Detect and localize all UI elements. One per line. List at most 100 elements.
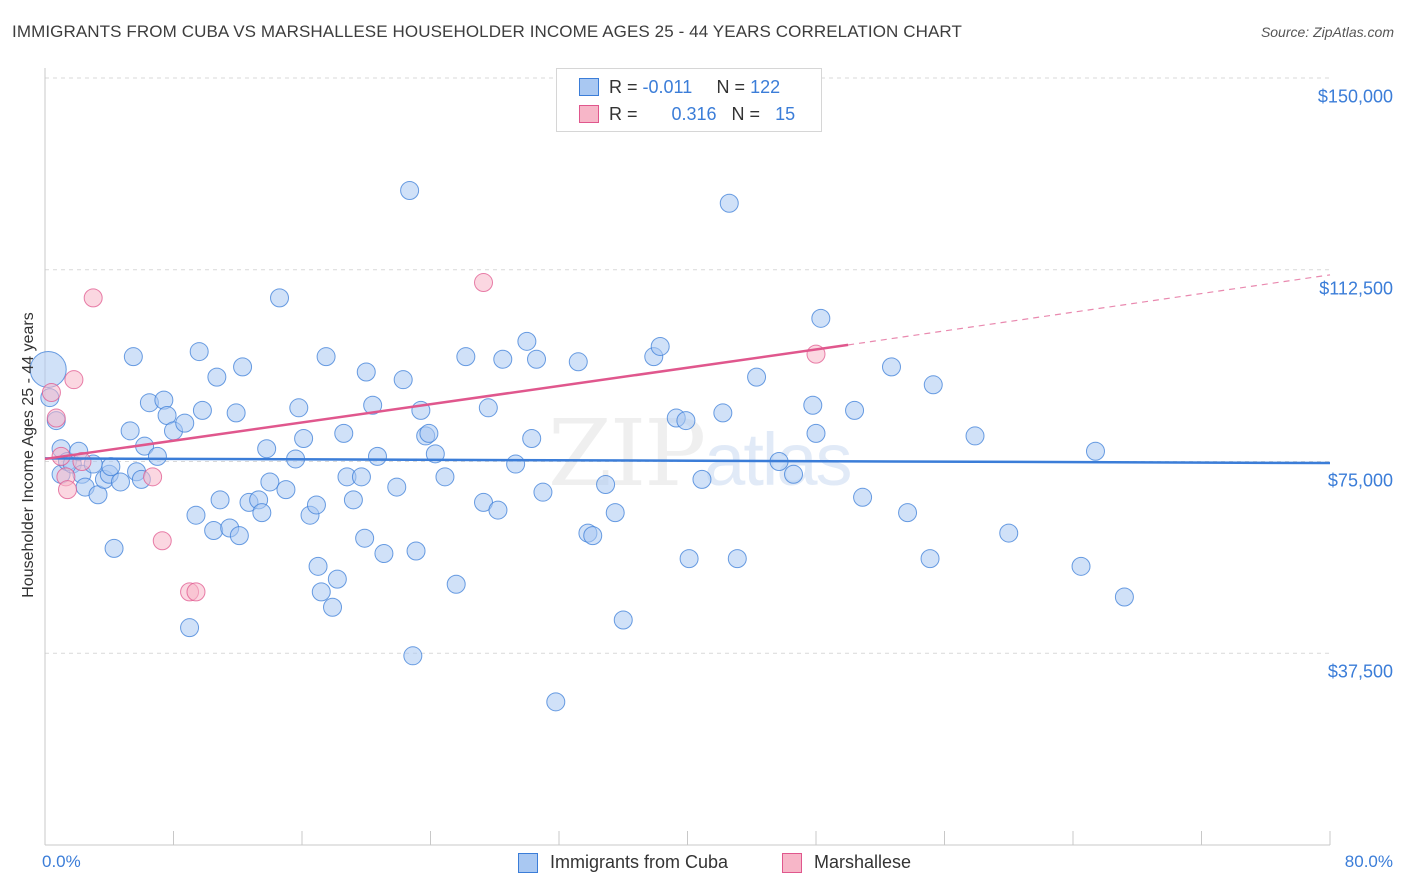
data-point-cuba xyxy=(845,400,865,420)
chart-title: IMMIGRANTS FROM CUBA VS MARSHALLESE HOUS… xyxy=(12,22,962,41)
data-point-cuba xyxy=(806,423,826,443)
data-point-cuba xyxy=(478,398,498,418)
data-point-cuba xyxy=(784,464,804,484)
correlation-legend: R = -0.011 N = 122 R = 0.316 N = 15 xyxy=(556,68,822,132)
data-point-cuba xyxy=(898,503,918,523)
series-label-cuba: Immigrants from Cuba xyxy=(550,852,729,872)
data-point-cuba xyxy=(356,362,376,382)
data-point-cuba xyxy=(257,439,277,459)
y-axis-label: Householder Income Ages 25 - 44 years xyxy=(20,312,37,598)
data-point-cuba xyxy=(367,446,387,466)
data-point-cuba xyxy=(276,480,296,500)
data-point-marshallese xyxy=(83,288,103,308)
data-point-cuba xyxy=(343,490,363,510)
data-point-cuba xyxy=(713,403,733,423)
source-label: Source: ZipAtlas.com xyxy=(1260,24,1394,40)
data-point-cuba xyxy=(204,521,224,541)
data-point-cuba xyxy=(252,503,272,523)
data-point-marshallese xyxy=(474,273,494,293)
data-point-cuba xyxy=(374,544,394,564)
data-point-cuba xyxy=(403,646,423,666)
data-point-cuba xyxy=(311,582,331,602)
y-tick-label: $37,500 xyxy=(1327,661,1393,682)
data-point-cuba xyxy=(527,349,547,369)
x-tick-label-min: 0.0% xyxy=(42,852,81,871)
trend-line-cuba xyxy=(44,457,1331,465)
data-point-cuba xyxy=(650,336,670,356)
data-point-cuba xyxy=(327,569,347,589)
series-label-marshallese: Marshallese xyxy=(814,852,912,872)
legend-swatch-marshallese xyxy=(579,105,599,123)
legend-r-label: R = xyxy=(609,103,638,124)
data-point-cuba xyxy=(154,390,174,410)
data-point-cuba xyxy=(853,487,873,507)
data-point-marshallese xyxy=(57,480,77,500)
data-point-cuba xyxy=(400,180,420,200)
data-point-cuba xyxy=(186,505,206,525)
data-point-cuba xyxy=(605,503,625,523)
legend-n-label: N = xyxy=(716,76,746,97)
trend-line-marshallese xyxy=(44,343,849,461)
data-point-cuba xyxy=(147,446,167,466)
data-point-cuba xyxy=(226,403,246,423)
data-point-marshallese xyxy=(186,582,206,602)
data-point-cuba xyxy=(101,457,121,477)
series-legend: Immigrants from Cuba Marshallese xyxy=(0,852,1406,876)
series-legend-item-cuba[interactable]: Immigrants from Cuba xyxy=(518,852,728,873)
data-point-cuba xyxy=(803,395,823,415)
legend-row-cuba: R = -0.011 N = 122 xyxy=(579,75,780,99)
legend-r-label: R = xyxy=(609,76,638,97)
data-point-cuba xyxy=(306,495,326,515)
data-point-cuba xyxy=(568,352,588,372)
data-point-cuba xyxy=(104,538,124,558)
data-point-cuba xyxy=(811,308,831,328)
data-point-cuba xyxy=(747,367,767,387)
data-point-marshallese xyxy=(64,370,84,390)
data-point-cuba xyxy=(363,395,383,415)
data-point-cuba xyxy=(425,444,445,464)
data-point-cuba xyxy=(110,472,130,492)
data-point-cuba xyxy=(999,523,1019,543)
legend-n-value: 122 xyxy=(750,76,781,97)
data-point-cuba xyxy=(613,610,633,630)
data-point-cuba xyxy=(493,349,513,369)
data-point-marshallese xyxy=(41,382,61,402)
data-point-cuba xyxy=(260,472,280,492)
data-point-cuba xyxy=(419,423,439,443)
legend-n-value: 15 xyxy=(775,103,796,124)
data-point-cuba xyxy=(233,357,253,377)
y-tick-label: $150,000 xyxy=(1317,86,1393,107)
data-point-cuba xyxy=(406,541,426,561)
data-point-cuba xyxy=(323,597,343,617)
data-point-cuba xyxy=(881,357,901,377)
legend-r-value: 0.316 xyxy=(671,103,717,124)
trend-line-marshallese-extension xyxy=(848,274,1331,346)
legend-n-label: N = xyxy=(731,103,761,124)
data-point-cuba xyxy=(289,398,309,418)
data-point-cuba xyxy=(679,549,699,569)
data-point-cuba xyxy=(351,467,371,487)
data-point-cuba xyxy=(692,469,712,489)
series-legend-item-marshallese[interactable]: Marshallese xyxy=(782,852,911,873)
data-point-cuba xyxy=(316,347,336,367)
y-tick-label: $75,000 xyxy=(1327,470,1393,490)
data-point-cuba xyxy=(596,475,616,495)
data-point-cuba xyxy=(533,482,553,502)
data-point-cuba xyxy=(517,331,537,351)
data-point-cuba xyxy=(446,574,466,594)
legend-row-marshallese: R = 0.316 N = 15 xyxy=(579,102,795,126)
data-point-cuba xyxy=(294,428,314,448)
data-point-cuba xyxy=(192,400,212,420)
data-point-cuba xyxy=(123,347,143,367)
data-point-cuba xyxy=(522,428,542,448)
data-point-cuba xyxy=(210,490,230,510)
data-point-cuba xyxy=(1114,587,1134,607)
series-swatch-cuba xyxy=(518,852,538,873)
data-point-cuba xyxy=(393,370,413,390)
data-point-cuba xyxy=(387,477,407,497)
data-point-cuba xyxy=(965,426,985,446)
data-point-cuba xyxy=(175,413,195,433)
data-point-cuba xyxy=(270,288,290,308)
data-point-cuba xyxy=(355,528,375,548)
